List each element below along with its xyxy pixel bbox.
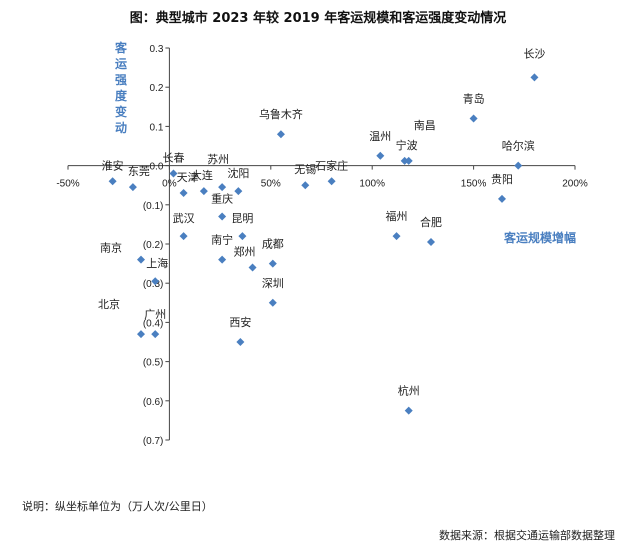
x-tick-label: 50% [261, 179, 281, 190]
data-point-marker [151, 277, 160, 286]
data-point-label: 乌鲁木齐 [259, 107, 303, 121]
data-point-label: 上海 [146, 256, 168, 270]
y-tick-label: (0.6) [143, 397, 164, 408]
data-point-marker [514, 161, 523, 170]
data-point-label: 昆明 [231, 212, 253, 225]
data-point-marker [151, 330, 160, 339]
data-point-marker [404, 156, 413, 165]
data-point-label: 沈阳 [227, 166, 249, 180]
data-point-marker [427, 238, 436, 247]
data-point-marker [248, 263, 257, 272]
data-point-marker [276, 130, 285, 139]
data-point-marker [404, 406, 413, 415]
data-points [108, 73, 539, 415]
data-point-marker [218, 183, 227, 192]
y-tick-label: (0.1) [143, 201, 164, 212]
y-tick-label: 0.2 [149, 83, 163, 94]
data-point-marker [218, 212, 227, 221]
x-tick-label: 200% [562, 179, 588, 190]
data-point-label: 西安 [229, 315, 251, 329]
chart-title: 图：典型城市 2023 年较 2019 年客运规模和客运强度变动情况 [130, 10, 506, 26]
y-axis-title-char: 变 [115, 104, 127, 119]
y-tick-label: 0.1 [149, 122, 163, 133]
data-point-marker [301, 181, 310, 190]
data-point-label: 深圳 [262, 277, 284, 290]
data-point-label: 郑州 [234, 245, 256, 259]
y-tick-label: (0.7) [143, 436, 164, 447]
data-point-label: 福州 [386, 209, 408, 223]
data-point-label: 南昌 [414, 119, 436, 132]
data-point-label: 东莞 [128, 165, 150, 178]
x-tick-label: 100% [359, 179, 385, 190]
x-axis-title: 客运规模增幅 [503, 230, 576, 245]
data-point-label: 北京 [98, 297, 120, 311]
data-point-label: 重庆 [211, 192, 233, 206]
data-point-label: 长沙 [523, 47, 545, 60]
y-axis-title-char: 运 [115, 57, 127, 71]
data-point-marker [179, 232, 188, 241]
y-tick-label: (0.5) [143, 358, 164, 369]
data-point-marker [400, 156, 409, 165]
data-point-marker [530, 73, 539, 82]
data-point-label: 无锡 [294, 162, 316, 176]
y-axis-title-char: 客 [114, 40, 128, 55]
data-point-marker [169, 169, 178, 178]
data-point-label: 合肥 [420, 215, 442, 229]
y-tick-label: (0.3) [143, 279, 164, 290]
data-point-label: 大连 [191, 168, 213, 182]
data-point-marker [238, 232, 247, 241]
x-tick-label: -50% [56, 179, 79, 190]
y-axis-title-char: 动 [115, 121, 127, 135]
unit-note: 说明：纵坐标单位为（万人次/公里日） [22, 500, 213, 513]
axes [67, 47, 576, 441]
data-point-label: 成都 [262, 238, 284, 251]
data-point-label: 南宁 [211, 233, 233, 247]
data-point-label: 武汉 [173, 212, 195, 225]
data-point-label: 广州 [144, 308, 166, 321]
data-point-label: 青岛 [463, 92, 485, 106]
data-point-label: 天津 [177, 171, 199, 184]
data-point-marker [392, 232, 401, 241]
data-point-label: 长春 [162, 151, 184, 164]
data-point-label: 淮安 [102, 158, 124, 172]
y-axis-title-char: 度 [115, 88, 128, 103]
data-point-marker [376, 151, 385, 160]
data-point-label: 哈尔滨 [502, 139, 535, 153]
data-point-marker [497, 194, 506, 203]
data-point-marker [179, 189, 188, 198]
data-point-marker [234, 187, 243, 196]
data-point-marker [108, 177, 117, 186]
data-point-marker [218, 255, 227, 264]
data-point-marker [327, 177, 336, 186]
y-tick-label: (0.2) [143, 240, 164, 251]
y-tick-label: 0.3 [149, 44, 163, 55]
data-point-marker [268, 298, 277, 307]
axis-titles: 客运规模增幅 客运强度变动 [114, 40, 576, 245]
data-point-marker [137, 255, 146, 264]
y-tick-label: 0.0 [149, 162, 163, 173]
data-point-marker [137, 330, 146, 339]
y-tick-label: (0.4) [143, 318, 164, 329]
data-point-marker [236, 338, 245, 346]
data-point-label: 宁波 [396, 138, 418, 152]
tick-labels: -50% 0% 50% 100% 150% 200% 0.3 0.2 0.1 0.0 (0.1) (0… [56, 44, 588, 447]
data-point-marker [268, 259, 277, 268]
data-point-marker [128, 183, 137, 192]
data-point-label: 杭州 [398, 384, 420, 398]
data-point-marker [199, 187, 208, 196]
data-point-label: 苏州 [207, 153, 229, 166]
data-source: 数据来源：根据交通运输部数据整理 [439, 529, 615, 542]
data-point-marker [469, 114, 478, 123]
x-tick-label: 0% [162, 179, 177, 190]
data-point-label: 南京 [100, 241, 122, 255]
data-point-label: 贵阳 [491, 173, 513, 186]
data-point-label: 石家庄 [315, 158, 348, 172]
data-point-label: 温州 [369, 130, 391, 143]
x-tick-label: 150% [461, 179, 487, 190]
y-axis-title-char: 强 [115, 73, 127, 87]
